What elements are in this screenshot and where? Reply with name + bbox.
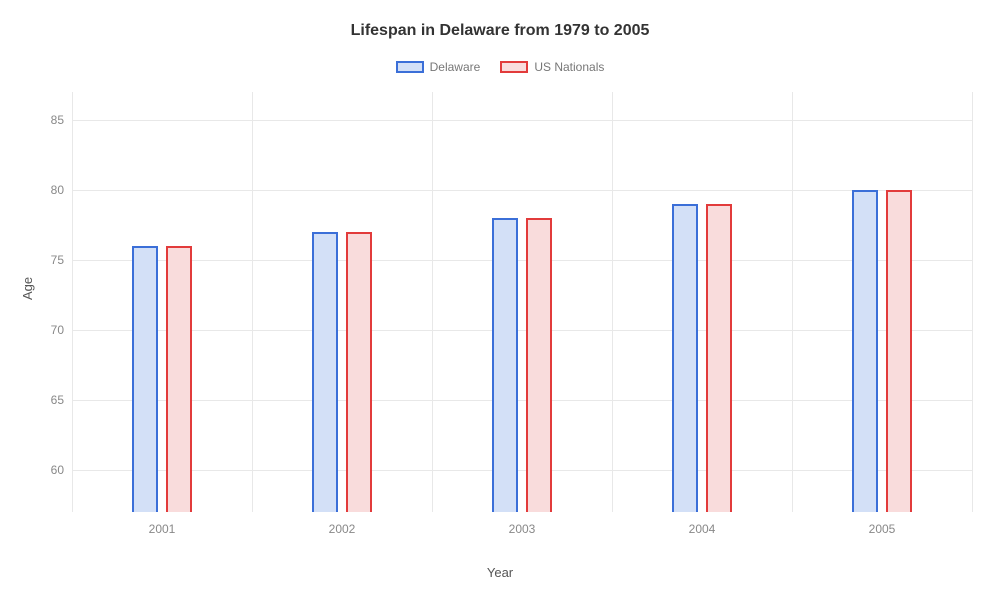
x-tick-label: 2004 — [689, 522, 716, 536]
bar — [706, 204, 732, 512]
bar — [526, 218, 552, 512]
y-tick-label: 80 — [51, 183, 64, 197]
legend-label: Delaware — [430, 60, 481, 74]
legend-swatch-delaware — [396, 61, 424, 73]
legend-item-delaware: Delaware — [396, 60, 481, 74]
x-tick-label: 2002 — [329, 522, 356, 536]
y-tick-label: 70 — [51, 323, 64, 337]
gridline-horizontal — [72, 190, 972, 191]
gridline-vertical — [612, 92, 613, 512]
bar — [492, 218, 518, 512]
y-tick-label: 85 — [51, 113, 64, 127]
bar — [672, 204, 698, 512]
x-tick-label: 2003 — [509, 522, 536, 536]
gridline-horizontal — [72, 120, 972, 121]
gridline-vertical — [252, 92, 253, 512]
legend-label: US Nationals — [534, 60, 604, 74]
bar — [132, 246, 158, 512]
plot-area: 60657075808520012002200320042005 — [72, 92, 972, 512]
bar — [166, 246, 192, 512]
x-tick-label: 2001 — [149, 522, 176, 536]
y-axis-label: Age — [20, 277, 35, 300]
bar — [346, 232, 372, 512]
bar — [852, 190, 878, 512]
legend-swatch-us-nationals — [500, 61, 528, 73]
legend: Delaware US Nationals — [0, 60, 1000, 74]
gridline-vertical — [792, 92, 793, 512]
bar — [886, 190, 912, 512]
y-tick-label: 75 — [51, 253, 64, 267]
legend-item-us-nationals: US Nationals — [500, 60, 604, 74]
y-tick-label: 65 — [51, 393, 64, 407]
gridline-vertical — [972, 92, 973, 512]
gridline-vertical — [72, 92, 73, 512]
gridline-horizontal — [72, 470, 972, 471]
chart-title: Lifespan in Delaware from 1979 to 2005 — [0, 22, 1000, 40]
gridline-horizontal — [72, 400, 972, 401]
bar — [312, 232, 338, 512]
gridline-horizontal — [72, 330, 972, 331]
y-tick-label: 60 — [51, 463, 64, 477]
gridline-horizontal — [72, 260, 972, 261]
x-tick-label: 2005 — [869, 522, 896, 536]
x-axis-label: Year — [0, 565, 1000, 580]
gridline-vertical — [432, 92, 433, 512]
